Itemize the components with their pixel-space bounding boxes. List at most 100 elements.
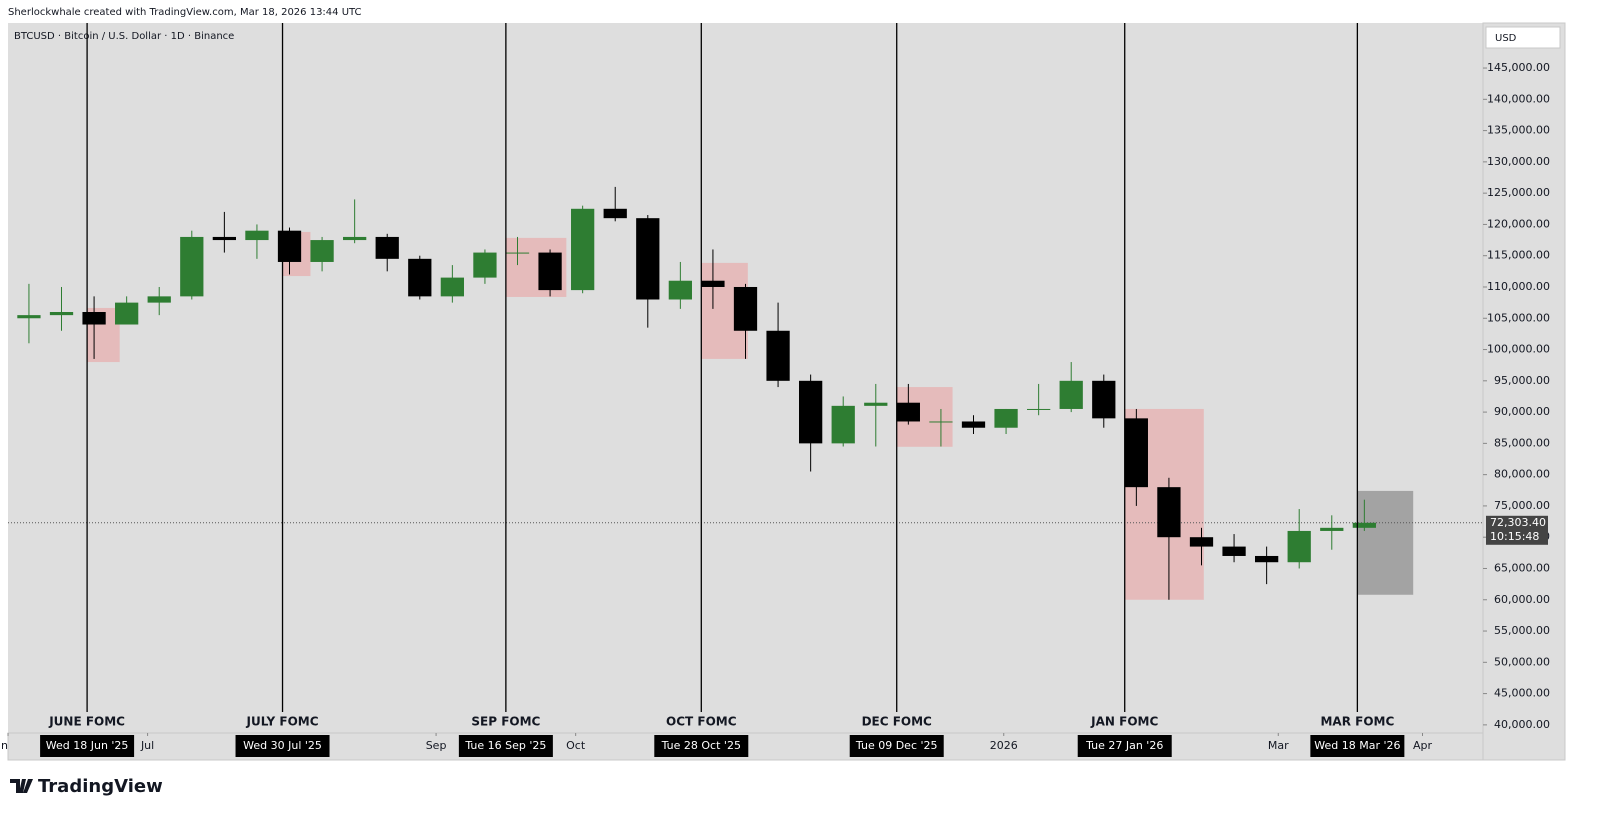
- candle-body: [799, 380, 823, 444]
- y-tick-label: 130,000.00: [1487, 155, 1550, 168]
- y-tick-label: 85,000.00: [1494, 436, 1550, 449]
- event-date-box: [1310, 735, 1405, 757]
- candle-body: [245, 230, 269, 241]
- event-date-box: [40, 735, 135, 757]
- event-date-box: [849, 735, 944, 757]
- event-label: SEP FOMC: [471, 715, 540, 729]
- candle-body: [1157, 487, 1181, 538]
- y-tick-label: 145,000.00: [1487, 61, 1550, 74]
- y-tick-label: 105,000.00: [1487, 311, 1550, 324]
- candle-body: [896, 402, 920, 422]
- x-tick-label: Mar: [1268, 739, 1289, 752]
- event-label: JAN FOMC: [1090, 715, 1158, 729]
- y-tick-label: 115,000.00: [1487, 249, 1550, 262]
- event-date: Wed 18 Jun '25: [46, 739, 129, 752]
- event-date-box: [1077, 735, 1172, 757]
- event-date-box: [235, 735, 330, 757]
- candle-body: [408, 258, 432, 297]
- x-tick-label: Jul: [140, 739, 154, 752]
- event-date: Tue 16 Sep '25: [464, 739, 546, 752]
- brand: TradingView: [38, 776, 163, 797]
- x-tick-label: 2026: [990, 739, 1018, 752]
- credit: Sherlockwhale created with TradingView.c…: [8, 7, 362, 18]
- event-date-box: [458, 735, 553, 757]
- currency-box[interactable]: [1485, 26, 1561, 49]
- candle-body: [440, 277, 464, 297]
- candle-body: [375, 236, 399, 259]
- candle-body: [961, 421, 986, 428]
- candle-body: [929, 421, 953, 423]
- plot-area: [8, 23, 1483, 733]
- candle-body: [1255, 555, 1279, 563]
- candle-body: [668, 280, 692, 300]
- y-tick-label: 100,000.00: [1487, 343, 1550, 356]
- brand-logo: TradingView: [10, 776, 163, 797]
- candle-body: [733, 286, 758, 331]
- candle-body: [212, 236, 236, 241]
- candle-body: [1189, 537, 1214, 547]
- event-label: JUNE FOMC: [48, 715, 125, 729]
- candle-body: [1027, 408, 1051, 410]
- y-tick-label: 50,000.00: [1494, 655, 1550, 668]
- y-tick-label: 40,000.00: [1494, 718, 1550, 731]
- price-tag-value: 72,303.40: [1490, 516, 1546, 529]
- candle-body: [147, 296, 171, 303]
- candle-body: [831, 405, 855, 444]
- candle-body: [17, 315, 41, 319]
- candle-body: [49, 312, 74, 316]
- candle-body: [473, 252, 497, 278]
- candle-body: [310, 240, 334, 262]
- y-tick-label: 45,000.00: [1494, 687, 1550, 700]
- candle-body: [1092, 380, 1116, 419]
- countdown: 10:15:48: [1490, 530, 1539, 543]
- x-tick-label: Oct: [566, 739, 586, 752]
- y-tick-label: 140,000.00: [1487, 92, 1550, 105]
- candle-body: [505, 252, 530, 254]
- candle-body: [1352, 522, 1376, 528]
- candle-body: [1059, 380, 1083, 409]
- symbol-title: BTCUSD · Bitcoin / U.S. Dollar · 1D · Bi…: [14, 31, 234, 42]
- event-label: MAR FOMC: [1320, 715, 1394, 729]
- event-label: JULY FOMC: [246, 715, 319, 729]
- candle-body: [766, 330, 790, 381]
- candle-body: [994, 408, 1018, 428]
- y-tick-label: 55,000.00: [1494, 624, 1550, 637]
- event-date: Wed 30 Jul '25: [243, 739, 322, 752]
- candle-body: [1124, 418, 1148, 488]
- y-tick-label: 90,000.00: [1494, 405, 1550, 418]
- y-tick-label: 110,000.00: [1487, 280, 1550, 293]
- y-tick-label: 95,000.00: [1494, 374, 1550, 387]
- candle-body: [1320, 527, 1344, 531]
- candle-body: [82, 312, 106, 325]
- candle-body: [115, 302, 139, 325]
- y-tick-label: 75,000.00: [1494, 499, 1550, 512]
- logo-mark: [10, 779, 33, 793]
- event-date-box: [654, 735, 749, 757]
- y-tick-label: 125,000.00: [1487, 186, 1550, 199]
- candle-body: [603, 208, 627, 219]
- zone: [1357, 490, 1414, 595]
- candle-body: [343, 236, 367, 241]
- currency: USD: [1495, 33, 1517, 44]
- price-axis: [1482, 22, 1566, 761]
- y-tick-label: 80,000.00: [1494, 468, 1550, 481]
- candle-body: [1222, 546, 1246, 556]
- candle-body: [1287, 530, 1311, 563]
- x-tick-label: Sep: [426, 739, 447, 752]
- candle-body: [180, 236, 204, 297]
- event-label: DEC FOMC: [862, 715, 932, 729]
- event-date: Tue 09 Dec '25: [855, 739, 938, 752]
- candle-body: [571, 208, 595, 291]
- candle-body: [701, 280, 725, 287]
- candle-body: [538, 252, 562, 291]
- y-tick-label: 60,000.00: [1494, 593, 1550, 606]
- event-label: OCT FOMC: [666, 715, 737, 729]
- candle-body: [636, 218, 660, 300]
- price-tag: [1486, 515, 1548, 545]
- y-tick-label: 120,000.00: [1487, 217, 1550, 230]
- event-date: Tue 27 Jan '26: [1085, 739, 1163, 752]
- event-date: Tue 28 Oct '25: [661, 739, 741, 752]
- y-tick-label: 65,000.00: [1494, 561, 1550, 574]
